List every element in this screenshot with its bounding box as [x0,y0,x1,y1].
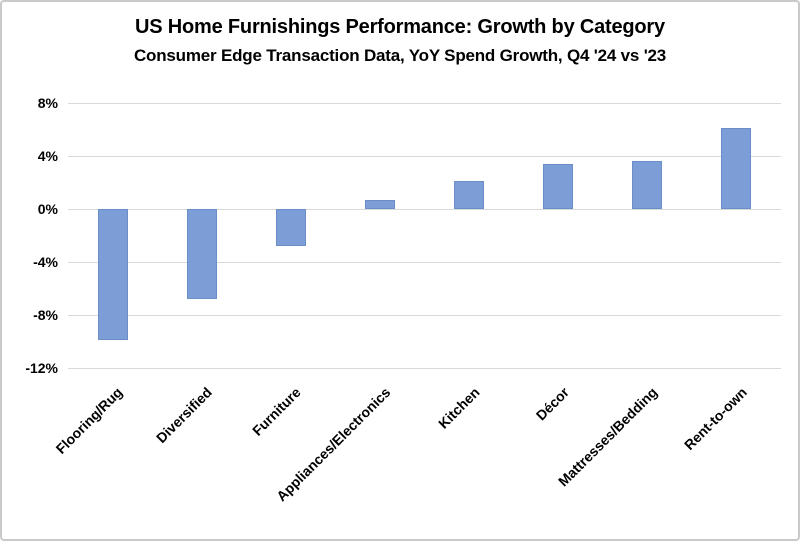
x-category-label: Rent-to-own [680,384,750,454]
x-category-label: Mattresses/Bedding [555,384,661,490]
gridline [68,209,781,210]
bar-mattresses-bedding [632,161,663,209]
bar-rent-to-own [721,128,752,209]
y-tick-label: 4% [37,148,58,164]
bar-kitchen [454,181,485,209]
y-tick-label: 0% [37,201,58,217]
plot-area [68,103,781,369]
bar-diversified [186,209,217,300]
x-category-label: Furniture [249,384,305,439]
gridline [68,315,781,316]
y-tick-label: -8% [33,307,58,323]
chart-subtitle: Consumer Edge Transaction Data, YoY Spen… [133,46,667,65]
bar-furniture [275,209,306,247]
y-tick-label: -12% [25,360,58,376]
gridline [68,156,781,157]
x-category-label: Décor [532,384,572,424]
chart-title: US Home Furnishings Performance: Growth … [135,16,665,38]
gridline [68,368,781,369]
x-category-label: Diversified [153,384,216,446]
x-category-label: Kitchen [434,384,483,432]
bar-d-cor [543,163,574,209]
gridline [68,103,781,104]
gridline [68,262,781,263]
bar-appliances-electronics [364,199,395,209]
y-tick-label: -4% [33,254,58,270]
x-category-label: Flooring/Rug [52,384,126,457]
y-tick-label: 8% [37,95,58,111]
bar-flooring-rug [97,209,128,341]
